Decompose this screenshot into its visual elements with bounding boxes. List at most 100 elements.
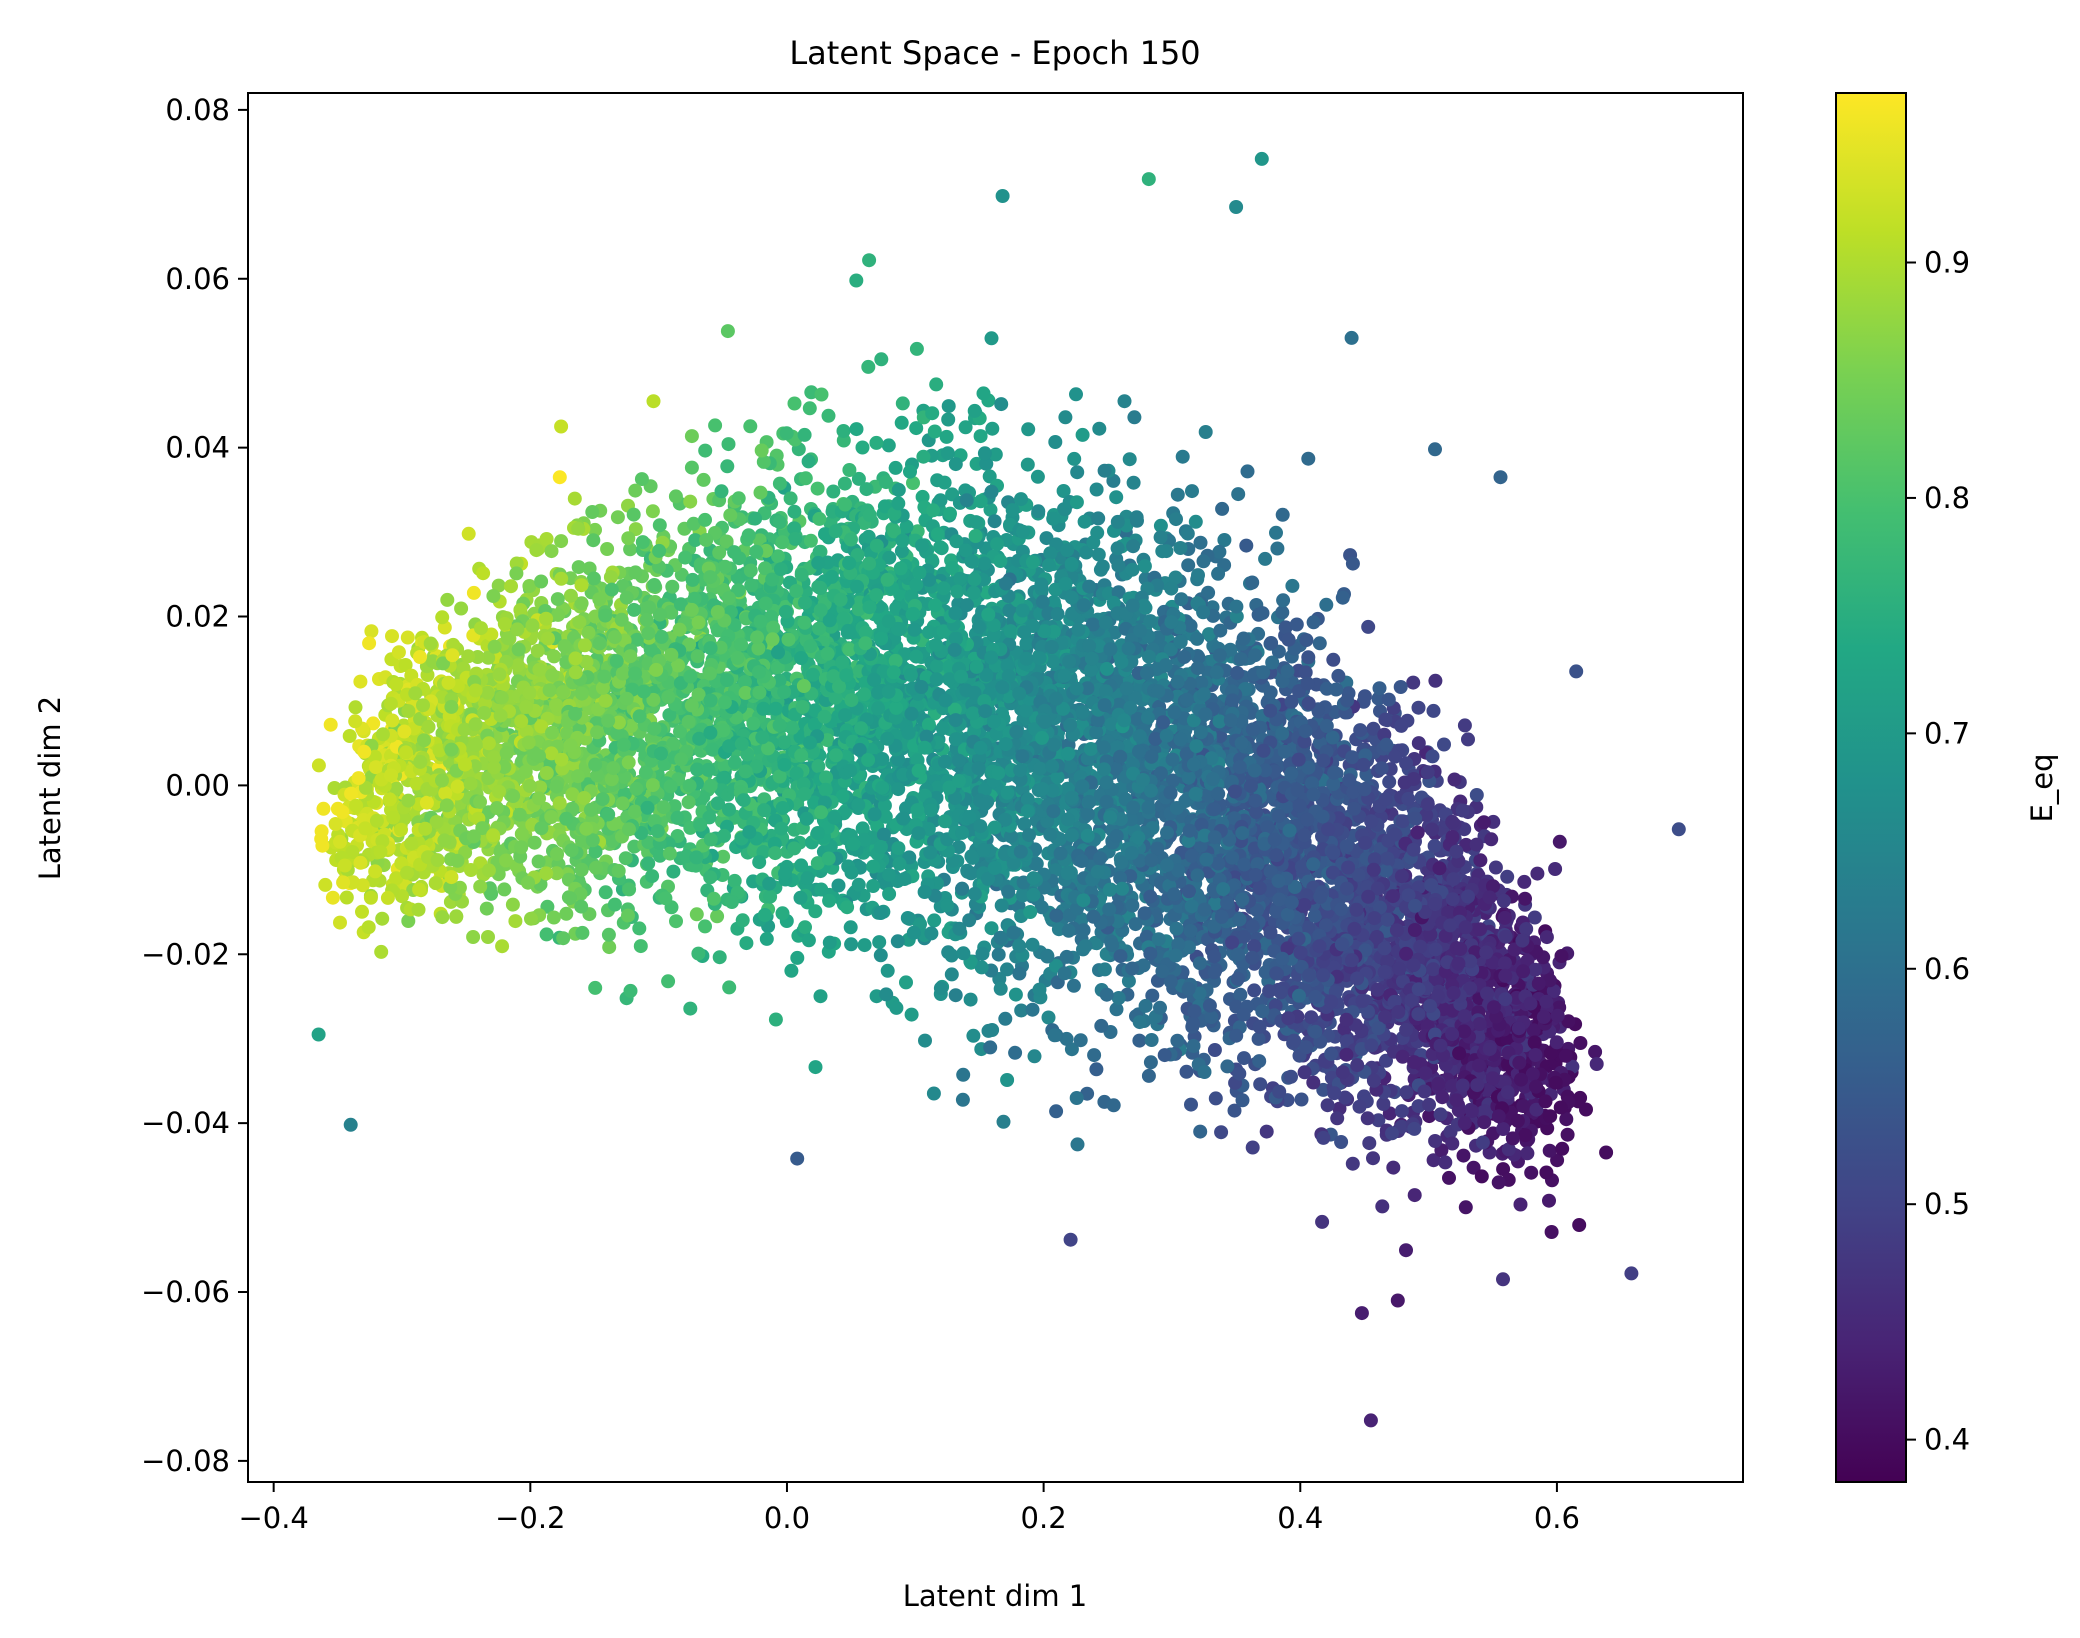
data-point [975, 946, 990, 961]
data-point [1393, 680, 1408, 694]
data-point [1275, 507, 1290, 522]
data-point [683, 494, 698, 509]
data-point [790, 950, 805, 965]
data-point [1360, 1111, 1375, 1126]
data-point [1021, 422, 1036, 437]
data-point [1488, 860, 1503, 875]
data-point [998, 1011, 1013, 1026]
data-point [1542, 1193, 1556, 1208]
data-point [722, 980, 737, 995]
data-point [1275, 605, 1290, 620]
data-point [509, 556, 524, 571]
data-point [1527, 910, 1542, 925]
data-point [1025, 937, 1040, 952]
data-point [1220, 1059, 1235, 1074]
data-point [948, 988, 963, 1003]
data-point [1245, 1140, 1260, 1155]
data-point [342, 729, 357, 743]
data-point [944, 967, 959, 982]
data-point [903, 464, 917, 479]
data-point [1125, 562, 1140, 577]
data-point [339, 890, 354, 905]
data-point [364, 624, 379, 639]
data-point [1386, 1160, 1401, 1175]
data-point [1406, 675, 1421, 690]
data-point [1208, 1091, 1223, 1106]
data-point [1518, 1128, 1533, 1143]
data-point [1320, 1098, 1335, 1113]
data-point [684, 429, 699, 444]
data-point [1217, 533, 1232, 547]
data-point [325, 890, 340, 905]
data-point [1285, 578, 1300, 593]
data-point [626, 507, 641, 522]
data-point [1109, 1002, 1124, 1017]
data-point [316, 801, 331, 816]
data-point [1258, 551, 1273, 566]
data-point [623, 542, 638, 557]
data-point [1572, 1218, 1587, 1232]
data-point [1329, 682, 1344, 697]
data-point [375, 911, 390, 926]
data-point [951, 840, 966, 855]
data-point [1074, 912, 1089, 927]
data-point [333, 915, 347, 930]
data-point [1122, 452, 1137, 467]
data-point [401, 914, 416, 928]
data-point [1330, 1111, 1345, 1126]
data-point [906, 476, 920, 490]
scatter-points [311, 151, 1686, 1428]
data-point [1457, 718, 1472, 733]
data-point [476, 566, 491, 581]
data-point [720, 459, 735, 474]
data-point [1067, 451, 1082, 466]
data-point [1312, 636, 1327, 651]
data-point [1382, 774, 1397, 789]
data-point [855, 440, 870, 455]
data-point [894, 415, 909, 430]
data-point [1428, 673, 1443, 688]
data-point [1012, 938, 1027, 953]
data-point [1299, 1040, 1314, 1055]
data-point [1153, 530, 1168, 545]
data-point [972, 619, 986, 634]
data-point [628, 565, 643, 580]
data-point [794, 858, 809, 873]
data-point [1411, 700, 1426, 715]
data-point [1362, 1136, 1377, 1151]
data-point [1008, 987, 1023, 1002]
data-point [645, 504, 660, 519]
data-point [440, 592, 455, 607]
data-point [454, 601, 469, 616]
data-point [873, 948, 888, 963]
data-point [621, 531, 636, 546]
data-point [1517, 874, 1532, 889]
data-point [716, 849, 731, 864]
data-point [559, 906, 574, 921]
data-point [1422, 1109, 1437, 1124]
data-point [1513, 1197, 1528, 1212]
data-point [1179, 1064, 1194, 1079]
data-point [1132, 1033, 1147, 1048]
data-point [1059, 949, 1074, 964]
data-point [1473, 853, 1488, 868]
data-point [683, 1001, 698, 1016]
data-point [983, 1040, 998, 1055]
data-point [1542, 1143, 1557, 1158]
data-point [661, 974, 676, 989]
data-point [698, 443, 713, 458]
data-point [531, 854, 546, 869]
data-point [400, 630, 415, 645]
data-point [691, 946, 706, 961]
data-point [1186, 1039, 1201, 1053]
data-point [311, 758, 326, 773]
data-point [743, 419, 758, 434]
data-point [563, 588, 578, 603]
data-point [355, 904, 369, 919]
data-point [1198, 425, 1213, 439]
data-point [993, 981, 1008, 996]
data-point [574, 862, 589, 877]
data-point [872, 935, 887, 950]
data-point [1069, 387, 1083, 402]
